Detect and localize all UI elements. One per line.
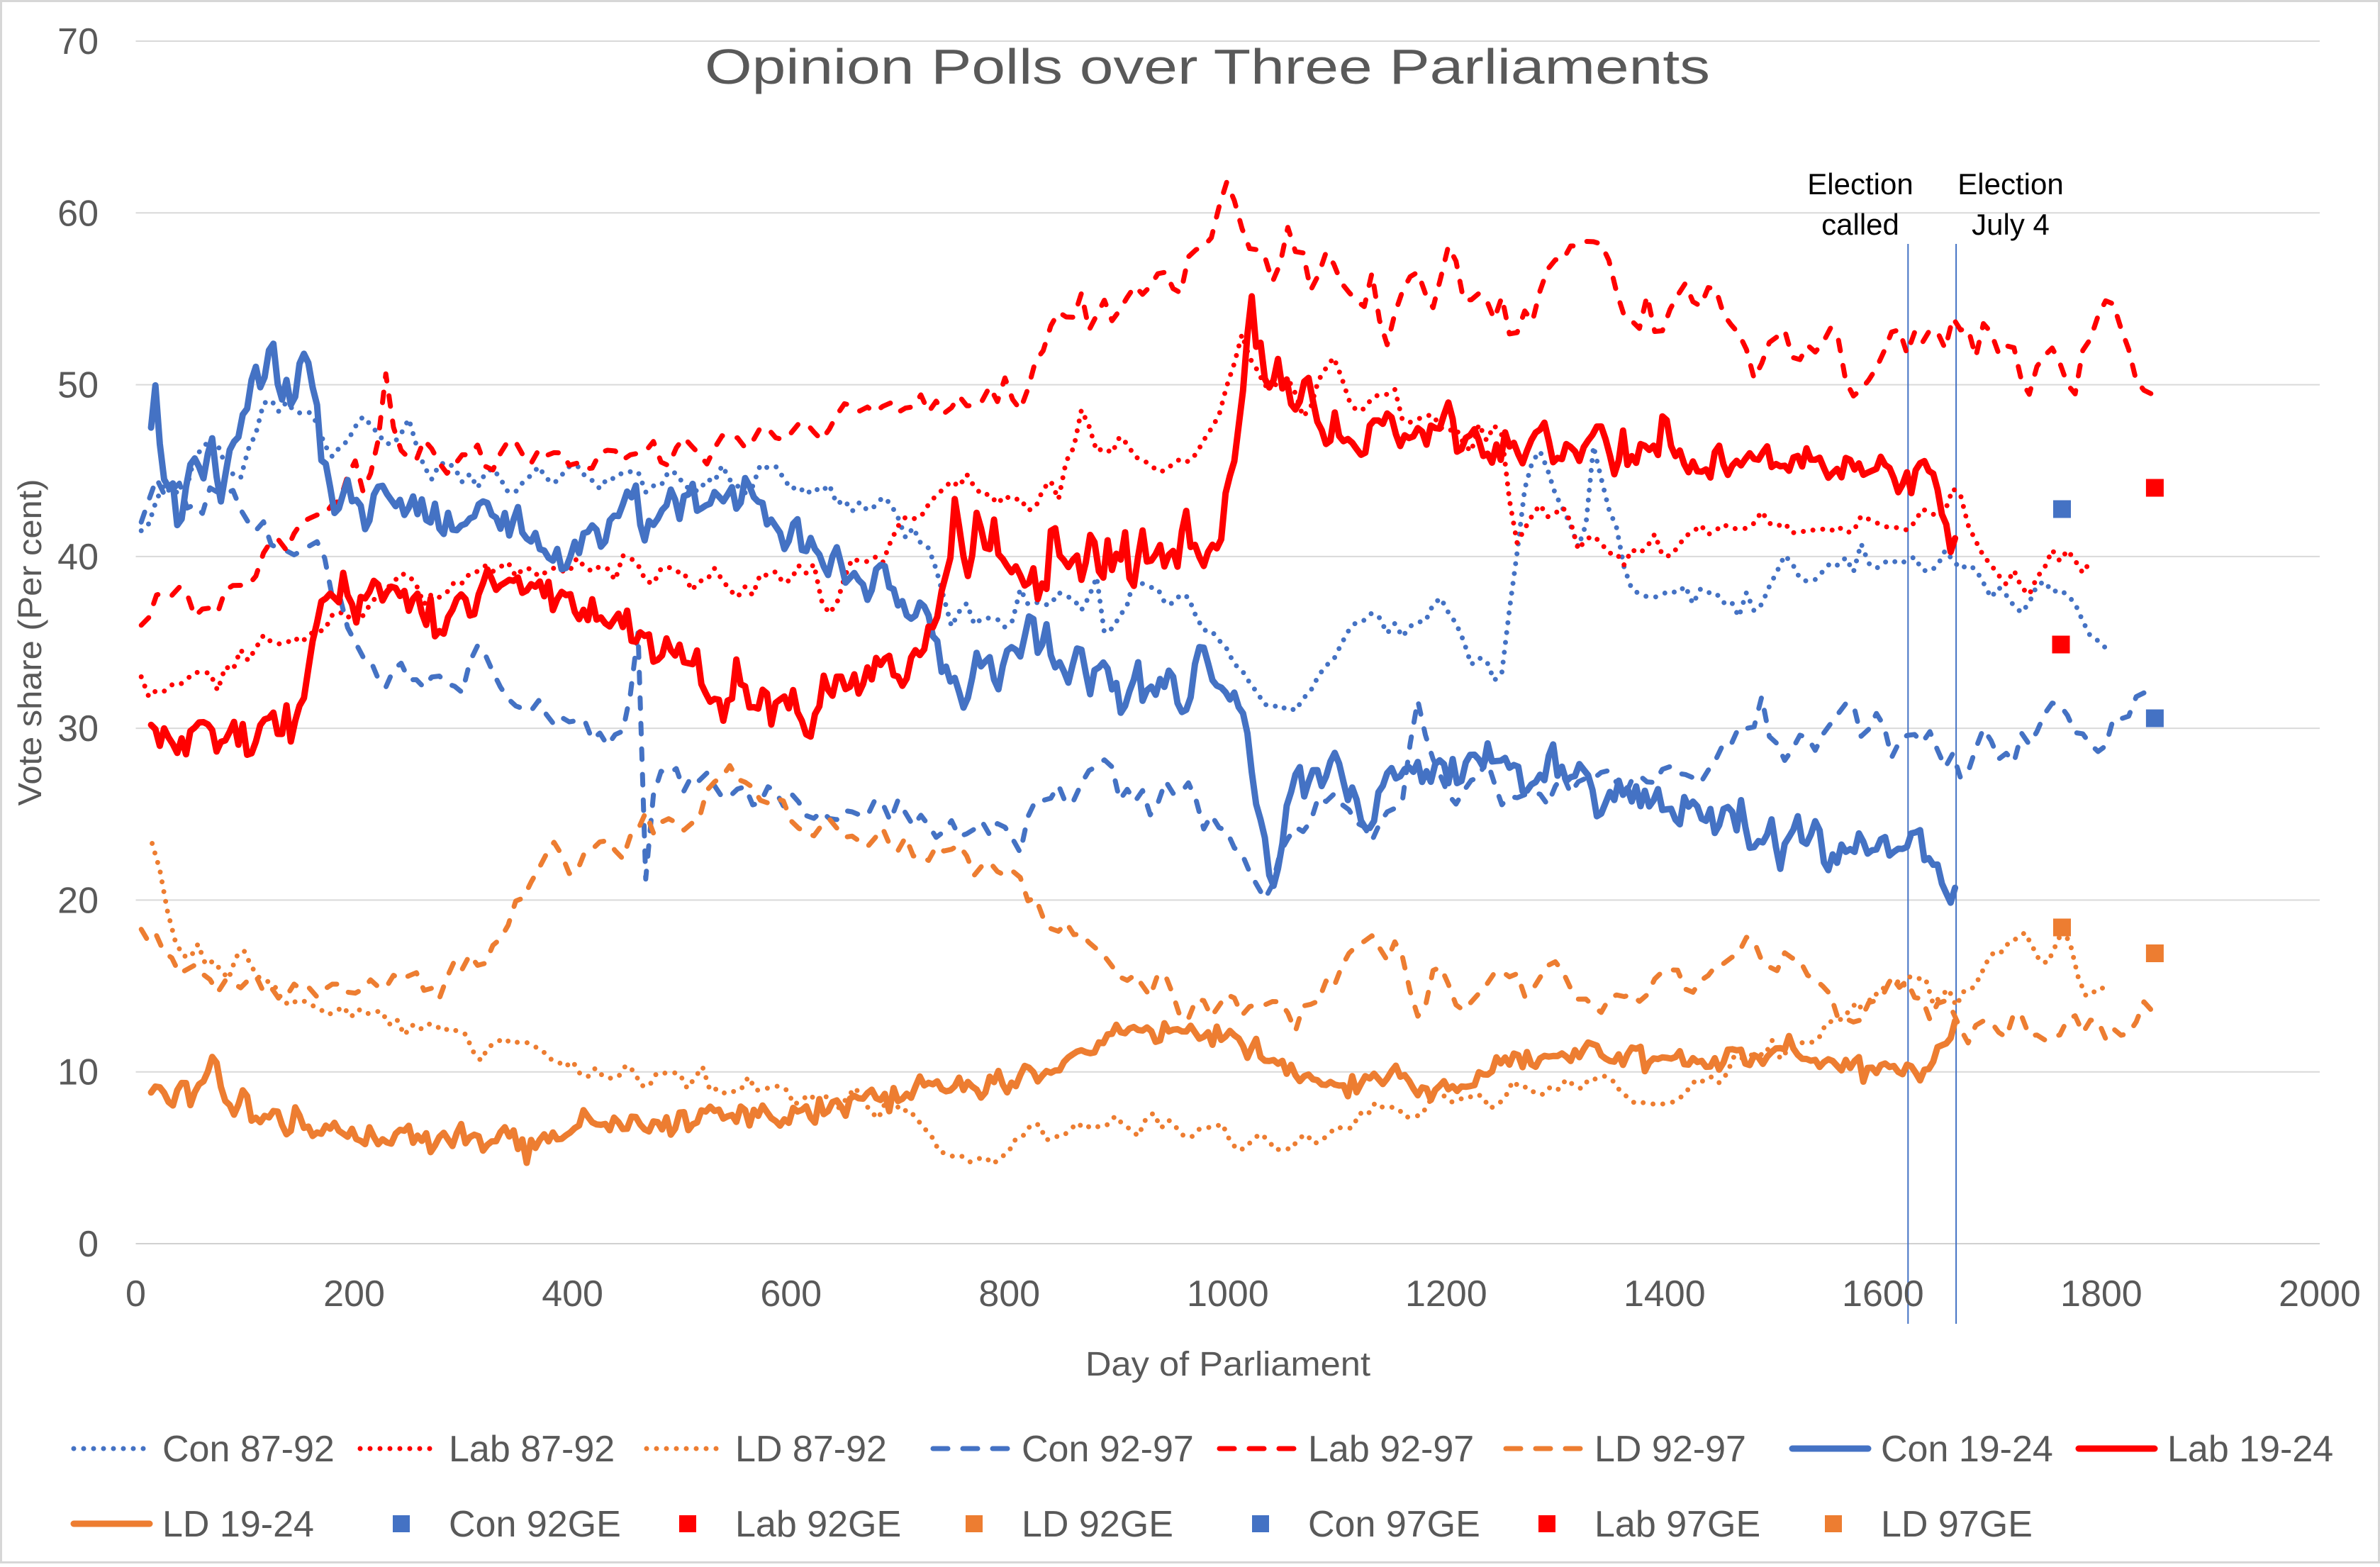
svg-text:70: 70 <box>57 21 99 62</box>
svg-text:Lab 92GE: Lab 92GE <box>735 1504 901 1545</box>
svg-text:20: 20 <box>57 880 99 921</box>
svg-text:1000: 1000 <box>1187 1273 1269 1315</box>
svg-text:1800: 1800 <box>2060 1273 2142 1315</box>
svg-text:2000: 2000 <box>2279 1273 2361 1315</box>
svg-text:Con 92-97: Con 92-97 <box>1022 1429 1194 1470</box>
svg-text:called: called <box>1821 208 1899 241</box>
svg-text:Opinion Polls over Three Parli: Opinion Polls over Three Parliaments <box>705 39 1710 94</box>
svg-text:Day of Parliament: Day of Parliament <box>1085 1346 1370 1383</box>
svg-text:30: 30 <box>57 708 99 749</box>
svg-text:Con 19-24: Con 19-24 <box>1881 1429 2053 1470</box>
svg-text:Lab 19-24: Lab 19-24 <box>2167 1429 2333 1470</box>
svg-text:Lab 92-97: Lab 92-97 <box>1308 1429 1474 1470</box>
svg-text:July 4: July 4 <box>1972 208 2050 241</box>
svg-text:0: 0 <box>125 1273 146 1315</box>
svg-text:60: 60 <box>57 193 99 234</box>
svg-text:Con 92GE: Con 92GE <box>449 1504 621 1545</box>
svg-text:LD 92GE: LD 92GE <box>1022 1504 1173 1545</box>
svg-text:200: 200 <box>323 1273 385 1315</box>
svg-text:400: 400 <box>542 1273 603 1315</box>
svg-text:50: 50 <box>57 365 99 406</box>
svg-text:600: 600 <box>760 1273 822 1315</box>
svg-text:Lab 97GE: Lab 97GE <box>1594 1504 1760 1545</box>
svg-text:40: 40 <box>57 537 99 578</box>
svg-text:0: 0 <box>78 1224 99 1265</box>
svg-text:1200: 1200 <box>1405 1273 1487 1315</box>
svg-text:Election: Election <box>1807 167 1913 201</box>
svg-text:Lab 87-92: Lab 87-92 <box>449 1429 615 1470</box>
svg-text:LD 87-92: LD 87-92 <box>735 1429 887 1470</box>
svg-text:LD 19-24: LD 19-24 <box>162 1504 314 1545</box>
svg-text:800: 800 <box>978 1273 1040 1315</box>
svg-text:Election: Election <box>1957 167 2063 201</box>
svg-text:Con 97GE: Con 97GE <box>1308 1504 1480 1545</box>
svg-text:LD 97GE: LD 97GE <box>1881 1504 2033 1545</box>
svg-text:LD 92-97: LD 92-97 <box>1594 1429 1746 1470</box>
svg-text:Con 87-92: Con 87-92 <box>162 1429 335 1470</box>
svg-text:Vote share (Per cent): Vote share (Per cent) <box>11 479 48 806</box>
svg-text:10: 10 <box>57 1052 99 1093</box>
svg-text:1400: 1400 <box>1624 1273 1706 1315</box>
svg-text:1600: 1600 <box>1842 1273 1924 1315</box>
